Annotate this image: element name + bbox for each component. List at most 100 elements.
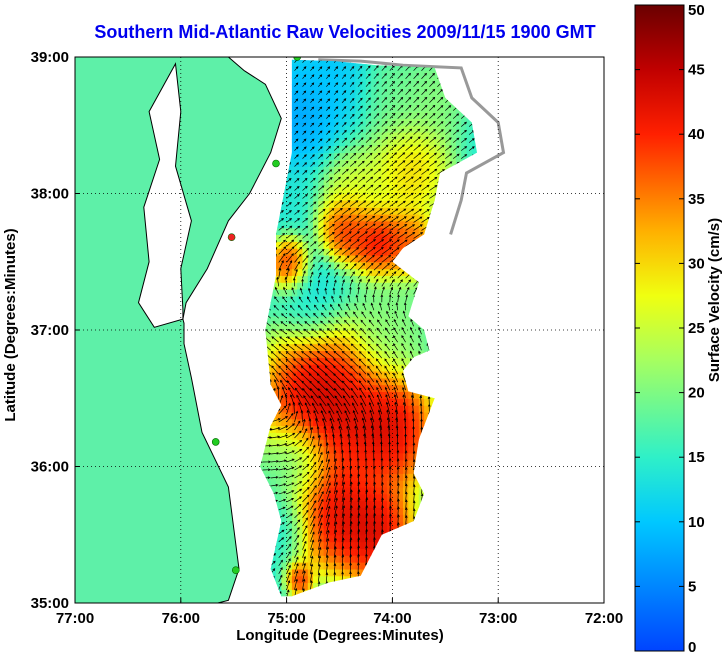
- velocity-arrow: [370, 425, 375, 439]
- velocity-arrow: [309, 380, 319, 391]
- velocity-arrow: [373, 286, 377, 295]
- velocity-arrow: [389, 239, 400, 247]
- velocity-cell: [365, 295, 372, 304]
- velocity-arrow: [322, 417, 327, 431]
- velocity-arrow: [302, 193, 308, 199]
- velocity-arrow: [302, 185, 308, 191]
- velocity-cell: [413, 425, 420, 433]
- velocity-cell: [281, 207, 288, 215]
- velocity-arrow: [286, 402, 291, 415]
- velocity-arrow: [333, 571, 337, 582]
- velocity-arrow: [326, 138, 331, 143]
- velocity-arrow: [341, 184, 350, 191]
- velocity-cell: [334, 357, 341, 365]
- velocity-cell: [392, 466, 399, 474]
- velocity-cell: [424, 214, 430, 222]
- velocity-cell: [408, 186, 415, 195]
- velocity-arrow: [310, 51, 314, 55]
- velocity-cell: [286, 466, 293, 474]
- velocity-arrow: [365, 200, 375, 207]
- velocity-arrow: [384, 335, 391, 343]
- velocity-arrow: [294, 420, 301, 431]
- velocity-cell: [334, 432, 341, 440]
- velocity-arrow: [281, 304, 287, 311]
- velocity-cell: [413, 432, 420, 440]
- velocity-cell: [302, 220, 309, 229]
- velocity-arrow: [310, 161, 316, 167]
- velocity-arrow: [326, 215, 335, 223]
- velocity-cell: [328, 77, 335, 85]
- velocity-arrow: [384, 386, 391, 399]
- velocity-arrow: [294, 556, 299, 566]
- velocity-cell: [350, 466, 356, 474]
- velocity-arrow: [286, 380, 295, 391]
- velocity-arrow: [294, 261, 300, 271]
- velocity-arrow: [333, 457, 338, 471]
- velocity-arrow: [389, 286, 394, 295]
- velocity-cell: [334, 562, 341, 570]
- velocity-arrow: [333, 66, 339, 71]
- velocity-arrow: [294, 439, 303, 447]
- velocity-arrow: [294, 563, 299, 574]
- velocity-arrow: [278, 483, 287, 487]
- velocity-cell: [408, 43, 414, 50]
- velocity-arrow: [278, 253, 286, 263]
- velocity-cell: [344, 343, 351, 352]
- velocity-cell: [265, 343, 272, 352]
- velocity-arrow: [305, 313, 311, 319]
- velocity-arrow: [381, 286, 385, 295]
- velocity-cell: [318, 371, 325, 379]
- velocity-cell: [313, 507, 319, 515]
- velocity-cell: [360, 268, 367, 276]
- velocity-arrow: [372, 294, 375, 303]
- velocity-cell: [323, 418, 330, 427]
- velocity-arrow: [325, 450, 330, 463]
- velocity-arrow: [317, 272, 322, 279]
- velocity-cell: [445, 118, 452, 126]
- velocity-cell: [365, 493, 372, 502]
- velocity-cell: [276, 480, 282, 488]
- velocity-arrow: [323, 295, 327, 303]
- velocity-cell: [302, 418, 309, 427]
- velocity-cell: [387, 159, 393, 167]
- velocity-cell: [265, 50, 271, 57]
- velocity-cell: [355, 343, 362, 352]
- velocity-arrow: [333, 388, 343, 399]
- velocity-cell: [344, 241, 351, 249]
- velocity-cell: [286, 289, 293, 297]
- velocity-arrow: [341, 152, 349, 159]
- velocity-cell: [334, 145, 341, 154]
- velocity-arrow: [286, 564, 291, 574]
- velocity-cell: [286, 411, 293, 420]
- velocity-cell: [418, 77, 425, 85]
- velocity-cell: [328, 493, 335, 502]
- velocity-arrow: [341, 473, 346, 487]
- velocity-cell: [413, 166, 420, 174]
- velocity-cell: [302, 377, 309, 386]
- velocity-cell: [302, 507, 309, 515]
- velocity-arrow: [310, 539, 315, 550]
- velocity-cell: [371, 323, 378, 331]
- velocity-cell: [271, 50, 277, 57]
- velocity-arrow: [357, 129, 364, 135]
- velocity-arrow: [302, 446, 309, 455]
- velocity-cell: [392, 323, 399, 331]
- velocity-cell: [307, 193, 314, 201]
- velocity-cell: [328, 371, 335, 379]
- velocity-arrow: [302, 548, 307, 558]
- velocity-cell: [424, 43, 430, 50]
- velocity-cell: [350, 432, 356, 440]
- velocity-cell: [334, 91, 341, 99]
- velocity-arrow: [302, 225, 309, 231]
- velocity-cell: [313, 200, 319, 208]
- velocity-arrow: [316, 358, 327, 367]
- velocity-cell: [291, 411, 298, 420]
- velocity-cell: [360, 84, 367, 92]
- velocity-cell: [392, 330, 399, 338]
- velocity-cell: [281, 527, 288, 536]
- velocity-cell: [397, 234, 404, 242]
- velocity-cell: [313, 254, 319, 263]
- velocity-cell: [387, 405, 393, 413]
- velocity-arrow: [326, 231, 335, 239]
- velocity-cell: [307, 323, 314, 331]
